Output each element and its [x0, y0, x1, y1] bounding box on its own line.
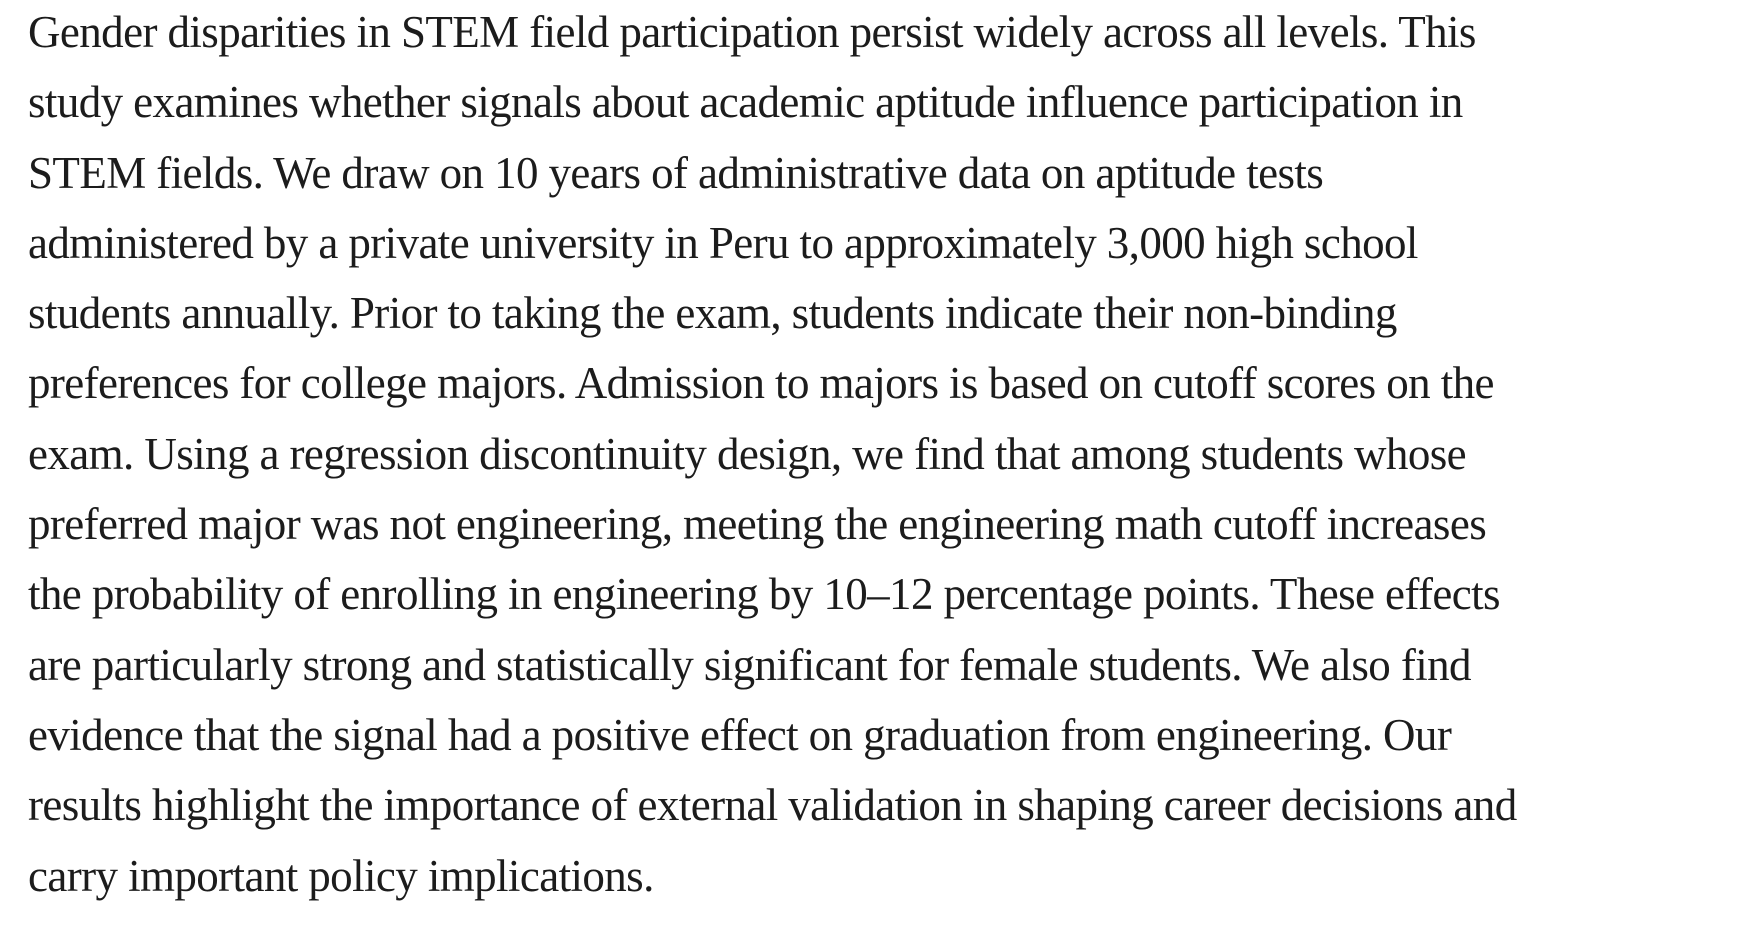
abstract-line: study examines whether signals about aca…	[28, 77, 1463, 128]
abstract-line: Gender disparities in STEM field partici…	[28, 7, 1476, 57]
abstract-line: STEM fields. We draw on 10 years of admi…	[28, 147, 1324, 198]
abstract-line: are particularly strong and statisticall…	[28, 639, 1472, 690]
abstract-line: students annually. Prior to taking the e…	[28, 288, 1397, 339]
abstract-line: results highlight the importance of exte…	[28, 780, 1517, 831]
abstract-line: evidence that the signal had a positive …	[28, 709, 1452, 760]
abstract-line: exam. Using a regression discontinuity d…	[28, 428, 1467, 479]
abstract-line: preferences for college majors. Admissio…	[28, 358, 1494, 409]
abstract-paragraph: Gender disparities in STEM field partici…	[28, 0, 1738, 911]
abstract-line: administered by a private university in …	[28, 217, 1418, 268]
abstract-line: preferred major was not engineering, mee…	[28, 499, 1487, 550]
abstract-line: carry important policy implications.	[28, 850, 654, 901]
abstract-line: the probability of enrolling in engineer…	[28, 569, 1501, 620]
